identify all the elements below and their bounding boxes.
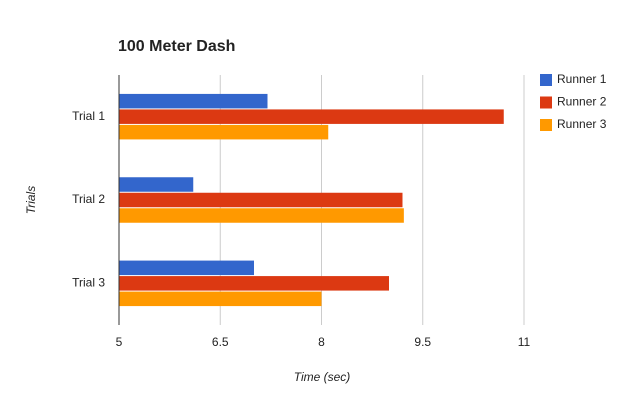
legend-swatch <box>540 119 552 131</box>
bar <box>119 260 254 276</box>
bar <box>119 93 268 109</box>
x-tick-label: 8 <box>318 335 325 349</box>
x-tick-label: 9.5 <box>414 335 431 349</box>
legend-swatch <box>540 96 552 109</box>
bar <box>119 124 329 140</box>
y-tick-label: Trial 3 <box>72 276 105 290</box>
x-axis-label: Time (sec) <box>294 370 351 384</box>
chart-title: 100 Meter Dash <box>118 38 235 55</box>
legend-label: Runner 2 <box>557 95 607 109</box>
y-tick-label: Trial 2 <box>72 192 105 206</box>
x-tick-label: 6.5 <box>212 335 229 349</box>
bar <box>119 208 404 223</box>
bar <box>119 291 322 307</box>
bar <box>119 177 194 192</box>
x-tick-label: 5 <box>116 335 123 349</box>
x-tick-label: 11 <box>518 335 531 349</box>
legend-label: Runner 3 <box>557 117 607 131</box>
bar <box>119 192 403 208</box>
legend-label: Runner 1 <box>557 72 607 86</box>
legend-swatch <box>540 74 552 86</box>
bar <box>119 276 389 291</box>
bar <box>119 109 504 124</box>
y-tick-label: Trial 1 <box>72 109 105 123</box>
y-axis-label: Trials <box>24 186 38 214</box>
